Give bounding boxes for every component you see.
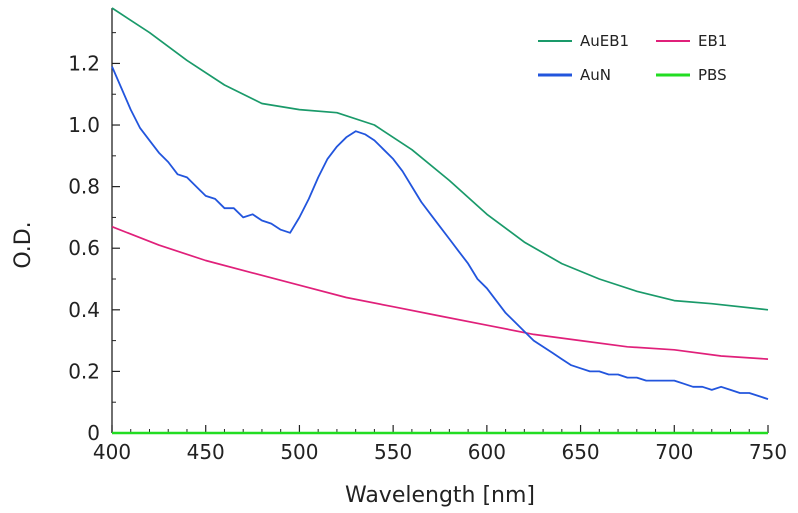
x-tick-label: 650 <box>561 440 599 464</box>
y-tick-label: 0 <box>87 421 100 445</box>
legend: AuEB1 EB1 AuN PBS <box>538 32 727 84</box>
legend-label-aun: AuN <box>580 66 611 84</box>
x-tick-label: 450 <box>187 440 225 464</box>
legend-label-aueb1: AuEB1 <box>580 32 629 50</box>
x-tick-label: 600 <box>468 440 506 464</box>
y-tick-label: 0.4 <box>68 298 100 322</box>
y-tick-label: 1.2 <box>68 51 100 75</box>
y-axis-title: O.D. <box>11 221 36 268</box>
y-tick-label: 0.2 <box>68 359 100 383</box>
y-tick-label: 1.0 <box>68 113 100 137</box>
x-tick-label: 750 <box>749 440 787 464</box>
x-tick-label: 700 <box>655 440 693 464</box>
series-line-aun <box>111 66 769 400</box>
y-tick-label: 0.6 <box>68 236 100 260</box>
x-tick-label: 400 <box>93 440 131 464</box>
x-tick-label: 550 <box>374 440 412 464</box>
axis-ticks: 400 450 500 550 600 650 700 750 0 0.2 0.4 0.6 0.8 1.0… <box>68 32 787 464</box>
series-line-eb1 <box>111 225 769 360</box>
legend-label-eb1: EB1 <box>698 32 727 50</box>
plot-area <box>111 8 768 434</box>
y-tick-label: 0.8 <box>68 175 100 199</box>
legend-label-pbs: PBS <box>698 66 727 84</box>
x-tick-label: 500 <box>280 440 318 464</box>
x-axis-title: Wavelength [nm] <box>345 483 535 508</box>
series-line-aueb1 <box>111 7 769 311</box>
series-layer <box>111 7 769 435</box>
